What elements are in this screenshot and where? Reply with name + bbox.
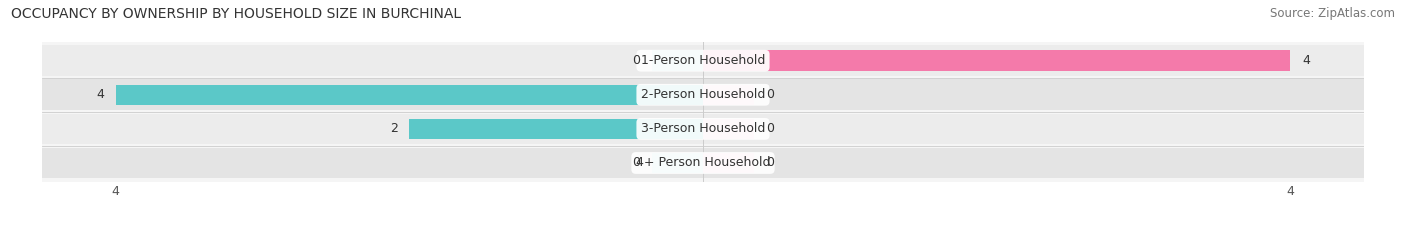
Text: 1-Person Household: 1-Person Household <box>641 54 765 67</box>
Bar <box>703 153 755 173</box>
Bar <box>115 85 703 105</box>
Bar <box>651 51 703 71</box>
Bar <box>42 45 1364 76</box>
Text: 2: 2 <box>389 122 398 135</box>
Text: 4+ Person Household: 4+ Person Household <box>636 157 770 169</box>
Bar <box>651 153 703 173</box>
Bar <box>703 119 755 139</box>
Text: 0: 0 <box>631 54 640 67</box>
Bar <box>42 79 1364 110</box>
Text: 3-Person Household: 3-Person Household <box>641 122 765 135</box>
Text: 0: 0 <box>766 88 775 101</box>
Text: 0: 0 <box>631 157 640 169</box>
Text: 4: 4 <box>1302 54 1310 67</box>
Text: OCCUPANCY BY OWNERSHIP BY HOUSEHOLD SIZE IN BURCHINAL: OCCUPANCY BY OWNERSHIP BY HOUSEHOLD SIZE… <box>11 7 461 21</box>
Bar <box>42 113 1364 144</box>
Bar <box>703 51 1291 71</box>
Bar <box>42 148 1364 178</box>
Text: 0: 0 <box>766 157 775 169</box>
Bar <box>703 85 755 105</box>
Text: Source: ZipAtlas.com: Source: ZipAtlas.com <box>1270 7 1395 20</box>
Bar <box>409 119 703 139</box>
Text: 2-Person Household: 2-Person Household <box>641 88 765 101</box>
Text: 4: 4 <box>96 88 104 101</box>
Text: 0: 0 <box>766 122 775 135</box>
